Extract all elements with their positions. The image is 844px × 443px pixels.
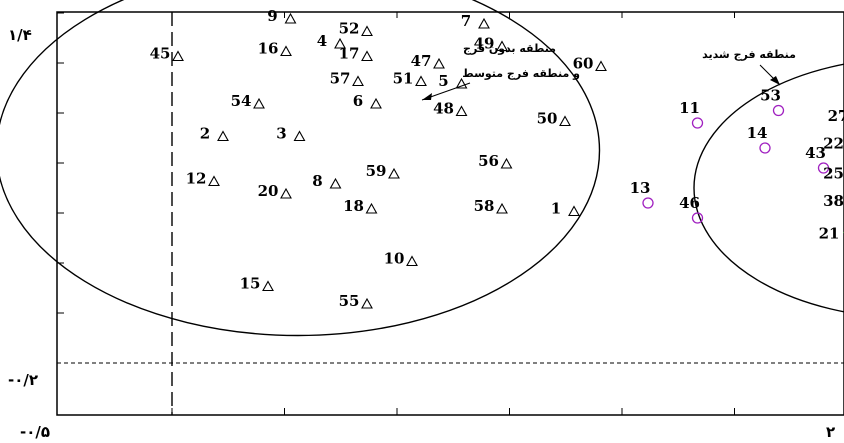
point-marker-52 bbox=[361, 25, 373, 37]
plot-frame bbox=[56, 11, 844, 416]
point-label-59: 59 bbox=[366, 162, 387, 180]
point-label-16: 16 bbox=[258, 40, 279, 58]
point-label-53: 53 bbox=[760, 87, 781, 105]
point-label-56: 56 bbox=[478, 152, 499, 170]
point-label-1: 1 bbox=[551, 200, 561, 218]
point-marker-53 bbox=[772, 104, 785, 117]
zone-ellipse-left bbox=[0, 0, 601, 337]
point-marker-15 bbox=[262, 280, 274, 292]
point-label-7: 7 bbox=[461, 12, 471, 30]
point-label-21: 21 bbox=[819, 225, 840, 243]
point-label-49: 49 bbox=[474, 35, 495, 53]
point-label-15: 15 bbox=[240, 275, 261, 293]
point-label-13: 13 bbox=[630, 179, 651, 197]
point-label-8: 8 bbox=[312, 172, 322, 190]
point-label-55: 55 bbox=[339, 292, 360, 310]
point-label-18: 18 bbox=[343, 197, 364, 215]
point-label-4: 4 bbox=[317, 32, 327, 50]
point-label-5: 5 bbox=[438, 72, 448, 90]
point-marker-10 bbox=[406, 255, 418, 267]
point-marker-47 bbox=[433, 57, 445, 69]
point-marker-60 bbox=[595, 60, 607, 72]
point-marker-14 bbox=[759, 142, 771, 154]
point-marker-54 bbox=[253, 97, 265, 109]
point-label-25: 25 bbox=[823, 165, 844, 183]
point-label-27: 27 bbox=[828, 107, 844, 125]
point-marker-51 bbox=[415, 75, 427, 87]
point-marker-56 bbox=[500, 157, 513, 169]
point-marker-17 bbox=[361, 50, 373, 62]
point-marker-18 bbox=[365, 202, 378, 214]
point-label-10: 10 bbox=[384, 250, 405, 268]
point-marker-16 bbox=[280, 45, 292, 57]
point-label-46: 46 bbox=[679, 194, 700, 212]
point-marker-3 bbox=[293, 130, 306, 142]
point-label-43: 43 bbox=[805, 144, 826, 162]
point-label-50: 50 bbox=[537, 110, 558, 128]
point-label-14: 14 bbox=[747, 124, 768, 142]
point-label-38: 38 bbox=[823, 192, 844, 210]
point-marker-55 bbox=[361, 297, 373, 309]
x-tick-label-min: -۰/۵ bbox=[20, 423, 50, 441]
point-marker-50 bbox=[559, 115, 571, 127]
point-label-9: 9 bbox=[267, 7, 277, 25]
y-tick-label-max: ۱/۴ bbox=[8, 26, 32, 44]
point-marker-12 bbox=[208, 175, 220, 187]
point-label-2: 2 bbox=[200, 125, 210, 143]
point-marker-13 bbox=[642, 197, 654, 209]
zone-pointer-right-head bbox=[770, 76, 780, 85]
point-marker-7 bbox=[478, 17, 490, 29]
point-label-48: 48 bbox=[433, 100, 454, 118]
point-label-17: 17 bbox=[339, 45, 360, 63]
point-marker-4 bbox=[334, 37, 346, 49]
point-marker-2 bbox=[217, 130, 229, 142]
y-tick-label-min: -۰/۲ bbox=[8, 371, 38, 389]
point-marker-9 bbox=[284, 12, 297, 24]
point-marker-48 bbox=[455, 105, 468, 117]
zone-label-right: منطقه فرج شدید bbox=[702, 48, 796, 62]
point-label-3: 3 bbox=[276, 125, 286, 143]
x-tick-label-max: ۲ bbox=[826, 423, 835, 441]
point-label-22: 22 bbox=[823, 135, 844, 153]
zone-pointer-left-head bbox=[422, 93, 432, 100]
point-marker-57 bbox=[352, 75, 364, 87]
zone-label-left-line1: منطقه بدون فرج bbox=[463, 42, 556, 56]
point-label-47: 47 bbox=[411, 52, 432, 70]
point-marker-58 bbox=[496, 202, 508, 214]
point-marker-8 bbox=[329, 177, 342, 189]
point-label-12: 12 bbox=[186, 170, 207, 188]
point-label-57: 57 bbox=[330, 70, 351, 88]
point-marker-43 bbox=[817, 162, 830, 174]
point-label-45: 45 bbox=[150, 45, 171, 63]
point-marker-49 bbox=[496, 40, 508, 52]
point-marker-45 bbox=[172, 50, 184, 62]
point-label-60: 60 bbox=[573, 55, 594, 73]
point-marker-6 bbox=[370, 97, 382, 109]
point-label-52: 52 bbox=[339, 20, 360, 38]
zone-ellipse-right bbox=[693, 63, 844, 313]
point-label-20: 20 bbox=[258, 182, 279, 200]
zone-label-left-line2: و منطقه فرج متوسط bbox=[462, 67, 580, 81]
point-label-51: 51 bbox=[393, 70, 414, 88]
point-label-6: 6 bbox=[353, 92, 363, 110]
point-marker-1 bbox=[568, 205, 580, 217]
point-marker-46 bbox=[691, 212, 704, 224]
point-marker-59 bbox=[388, 167, 400, 179]
point-marker-11 bbox=[691, 117, 704, 129]
point-label-11: 11 bbox=[679, 99, 700, 117]
point-label-58: 58 bbox=[474, 197, 495, 215]
point-label-54: 54 bbox=[231, 92, 252, 110]
point-marker-20 bbox=[280, 187, 292, 199]
point-marker-5 bbox=[455, 77, 468, 89]
